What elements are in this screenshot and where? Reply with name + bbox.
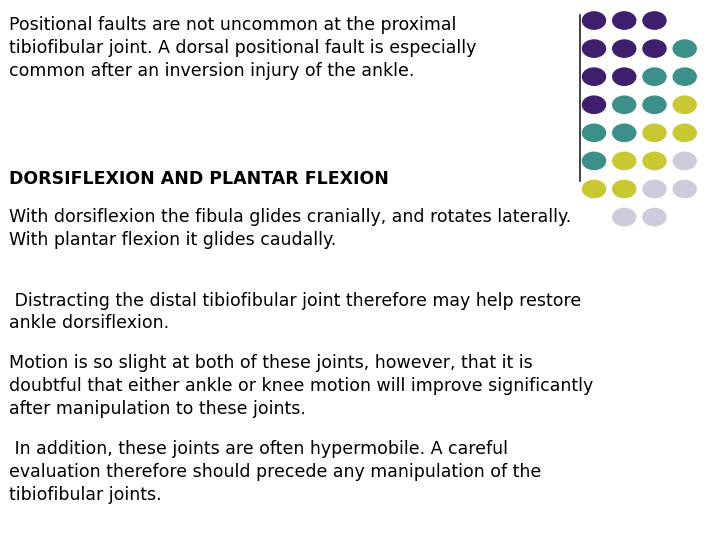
Circle shape <box>613 68 636 85</box>
Circle shape <box>643 180 666 198</box>
Circle shape <box>643 152 666 170</box>
Circle shape <box>613 12 636 29</box>
Circle shape <box>613 40 636 57</box>
Circle shape <box>582 12 606 29</box>
Circle shape <box>673 124 696 141</box>
Circle shape <box>582 124 606 141</box>
Circle shape <box>582 68 606 85</box>
Circle shape <box>643 40 666 57</box>
Circle shape <box>582 152 606 170</box>
Circle shape <box>613 124 636 141</box>
Circle shape <box>673 40 696 57</box>
Text: DORSIFLEXION AND PLANTAR FLEXION: DORSIFLEXION AND PLANTAR FLEXION <box>9 170 390 188</box>
Circle shape <box>643 12 666 29</box>
Circle shape <box>643 124 666 141</box>
Circle shape <box>673 180 696 198</box>
Text: Distracting the distal tibiofibular joint therefore may help restore
ankle dorsi: Distracting the distal tibiofibular join… <box>9 292 582 333</box>
Circle shape <box>613 208 636 226</box>
Circle shape <box>613 96 636 113</box>
Text: In addition, these joints are often hypermobile. A careful
evaluation therefore : In addition, these joints are often hype… <box>9 440 541 504</box>
Circle shape <box>673 152 696 170</box>
Circle shape <box>643 208 666 226</box>
Circle shape <box>613 152 636 170</box>
Text: Positional faults are not uncommon at the proximal
tibiofibular joint. A dorsal : Positional faults are not uncommon at th… <box>9 16 477 80</box>
Text: Motion is so slight at both of these joints, however, that it is
doubtful that e: Motion is so slight at both of these joi… <box>9 354 593 417</box>
Circle shape <box>582 180 606 198</box>
Circle shape <box>673 96 696 113</box>
Circle shape <box>613 180 636 198</box>
Circle shape <box>643 96 666 113</box>
Text: With dorsiflexion the fibula glides cranially, and rotates laterally.
With plant: With dorsiflexion the fibula glides cran… <box>9 208 572 249</box>
Circle shape <box>643 68 666 85</box>
Circle shape <box>582 96 606 113</box>
Circle shape <box>673 68 696 85</box>
Circle shape <box>582 40 606 57</box>
